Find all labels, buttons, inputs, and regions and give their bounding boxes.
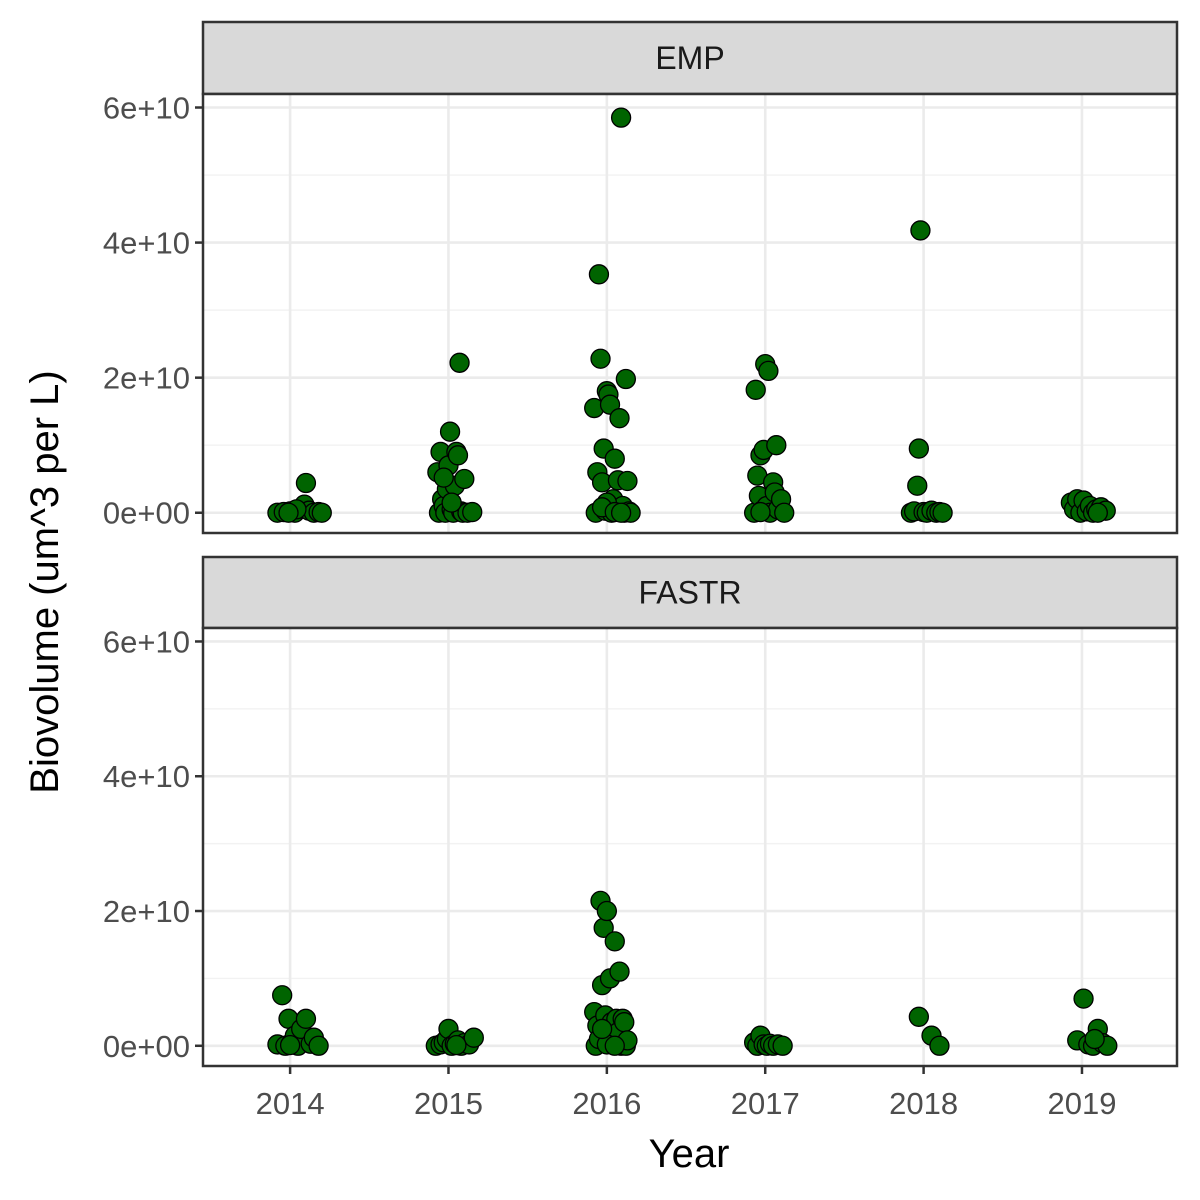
plot-background xyxy=(203,628,1177,1066)
y-tick-label: 2e+10 xyxy=(103,894,190,929)
data-point xyxy=(588,264,610,285)
y-tick-label: 2e+10 xyxy=(103,361,190,396)
data-point xyxy=(908,438,930,459)
data-point xyxy=(907,475,928,496)
panel-border xyxy=(201,92,1179,535)
data-point xyxy=(766,435,787,456)
data-point xyxy=(772,1035,793,1056)
x-tick-label: 2019 xyxy=(1047,1086,1116,1121)
data-point xyxy=(439,421,461,442)
data-point xyxy=(1087,502,1108,523)
data-point xyxy=(462,501,483,523)
data-point xyxy=(447,445,469,466)
plot-background xyxy=(203,94,1177,533)
data-point xyxy=(929,1035,950,1056)
data-point xyxy=(272,985,293,1006)
x-tick-label: 2016 xyxy=(572,1086,641,1121)
data-point xyxy=(590,348,611,369)
data-point xyxy=(604,448,625,469)
data-point xyxy=(617,470,638,492)
data-point xyxy=(932,502,953,523)
points xyxy=(267,107,1116,523)
data-point xyxy=(615,368,637,390)
panel-emp: EMP 0e+00 2e+10 4e+10 6e+10 xyxy=(103,20,1179,535)
points xyxy=(267,890,1118,1056)
y-tick-label: 6e+10 xyxy=(103,91,190,126)
strip-label: FASTR xyxy=(638,575,741,611)
data-point xyxy=(311,502,332,523)
y-tick-label: 4e+10 xyxy=(103,226,190,261)
data-point xyxy=(596,900,618,922)
data-point xyxy=(758,360,779,382)
x-axis-title: Year xyxy=(649,1132,730,1176)
data-point xyxy=(745,379,766,400)
data-point xyxy=(908,1006,930,1027)
data-point xyxy=(591,1018,613,1040)
data-point xyxy=(614,1012,635,1033)
data-point xyxy=(774,502,795,523)
x-tick-label: 2015 xyxy=(414,1086,483,1121)
strip-label: EMP xyxy=(655,40,724,76)
data-point xyxy=(295,1008,317,1029)
y-tick-label: 4e+10 xyxy=(103,759,190,794)
data-point xyxy=(446,1034,467,1056)
y-axis-title: Biovolume (um^3 per L) xyxy=(23,370,67,793)
data-point xyxy=(1084,1028,1105,1050)
data-point xyxy=(1073,988,1094,1009)
x-axis: 2014 2015 2016 2017 2018 2019 xyxy=(256,1066,1116,1121)
data-point xyxy=(610,107,632,128)
panel-fastr: FASTR 0e+00 2e+10 4e+10 6e+10 xyxy=(103,555,1179,1068)
data-point xyxy=(910,220,931,241)
x-tick-label: 2018 xyxy=(889,1086,958,1121)
x-tick-label: 2017 xyxy=(731,1086,800,1121)
y-tick-label: 0e+00 xyxy=(103,496,190,531)
panel-border xyxy=(201,626,1179,1068)
data-point xyxy=(454,468,475,490)
data-point xyxy=(604,931,625,952)
data-point xyxy=(610,502,632,523)
data-point xyxy=(449,352,470,373)
data-point xyxy=(433,467,454,488)
y-tick-label: 6e+10 xyxy=(103,624,190,659)
data-point xyxy=(604,1035,625,1056)
strip-background xyxy=(201,20,1179,96)
y-tick-label: 0e+00 xyxy=(103,1029,190,1064)
panels: EMP 0e+00 2e+10 4e+10 6e+10 FASTR 0e+00 2e+10 4e… xyxy=(103,20,1179,1068)
data-point xyxy=(750,501,771,523)
data-point xyxy=(278,502,299,523)
data-point xyxy=(295,472,317,494)
data-point xyxy=(279,1034,301,1056)
data-point xyxy=(308,1035,329,1056)
data-point xyxy=(463,1027,484,1048)
data-point xyxy=(441,492,462,513)
data-point xyxy=(609,961,630,982)
data-point xyxy=(609,408,630,429)
x-tick-label: 2014 xyxy=(256,1086,325,1121)
